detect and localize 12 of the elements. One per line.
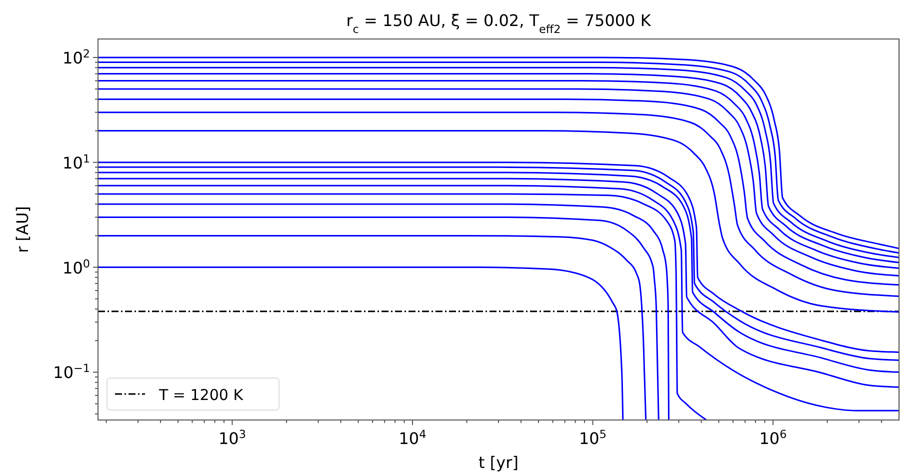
y-axis-title: r [AU]: [13, 206, 32, 253]
y-tick-label: 10$^{2}$: [62, 46, 90, 68]
y-tick-label: 10$^{0}$: [62, 256, 90, 278]
x-tick-label: 10$^{6}$: [759, 428, 787, 448]
chart-title: r$_{c}$ = 150 AU, ξ = 0.02, T$_{eff2}$ = 75000 K: [346, 11, 652, 36]
y-tick-label: 10$^{1}$: [62, 152, 90, 172]
x-axis-title: t [yr]: [478, 453, 518, 472]
y-tick-label: 10$^{−1}$: [53, 362, 90, 382]
legend-label: T = 1200 K: [158, 386, 244, 404]
x-tick-label: 10$^{4}$: [398, 428, 426, 448]
x-tick-label: 10$^{3}$: [218, 428, 246, 448]
x-tick-label: 10$^{5}$: [579, 428, 606, 448]
